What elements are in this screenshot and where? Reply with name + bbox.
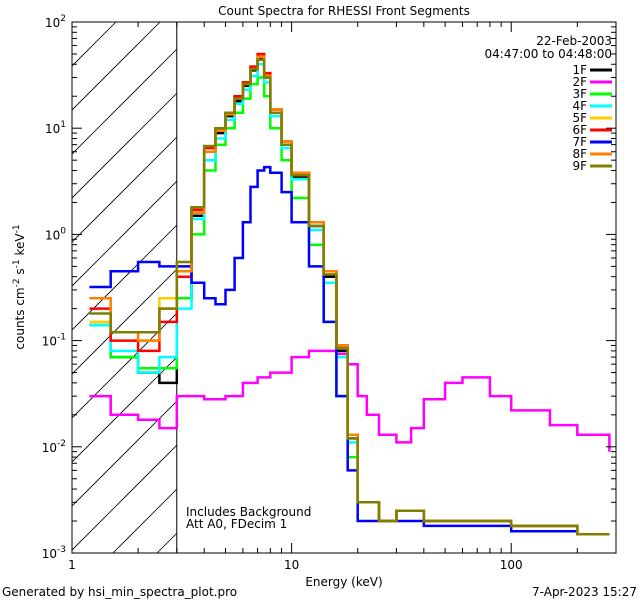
series-line-9F: [89, 58, 610, 536]
x-tick-label: 1: [68, 558, 76, 572]
date-label: 22-Feb-2003: [536, 34, 612, 48]
footer-timestamp: 7-Apr-2023 15:27: [532, 585, 637, 599]
legend-label-7F: 7F: [572, 135, 587, 149]
y-tick-label: 102: [45, 14, 66, 30]
excluded-region-hatch: [72, 22, 616, 553]
series-layer: [89, 52, 611, 536]
legend-label-8F: 8F: [572, 147, 587, 161]
hatch-mask: [176, 22, 616, 553]
legend-label-4F: 4F: [572, 99, 587, 113]
y-tick-label: 10-1: [42, 333, 66, 349]
annotation-background: Includes Background: [186, 505, 311, 519]
footer-generated-by: Generated by hsi_min_spectra_plot.pro: [2, 585, 237, 599]
legend-label-3F: 3F: [572, 87, 587, 101]
hatch-line: [72, 22, 205, 155]
legend-label-2F: 2F: [572, 75, 587, 89]
axis-ticks: 1 10 100 10-3 10-2 10-1 100 101 102: [42, 14, 617, 572]
x-axis-label: Energy (keV): [305, 575, 382, 589]
annotation-attenuator: Att A0, FDecim 1: [186, 517, 287, 531]
y-tick-label: 101: [45, 120, 66, 136]
plot-frame: [71, 21, 617, 554]
y-tick-label: 10-2: [42, 439, 66, 455]
legend-label-6F: 6F: [572, 123, 587, 137]
chart-title: Count Spectra for RHESSI Front Segments: [218, 4, 470, 18]
hatch-line: [72, 22, 249, 199]
y-tick-label: 10-3: [42, 545, 66, 561]
x-tick-label: 100: [500, 558, 523, 572]
legend-label-1F: 1F: [572, 63, 587, 77]
y-axis-label: counts cm-2 s-1 keV-1: [12, 224, 27, 349]
y-tick-label: 100: [45, 226, 66, 242]
x-tick-label: 10: [284, 558, 299, 572]
time-range-label: 04:47:00 to 04:48:00: [485, 47, 612, 61]
legend-label-9F: 9F: [572, 159, 587, 173]
hatch-line: [72, 22, 73, 23]
legend-label-5F: 5F: [572, 111, 587, 125]
